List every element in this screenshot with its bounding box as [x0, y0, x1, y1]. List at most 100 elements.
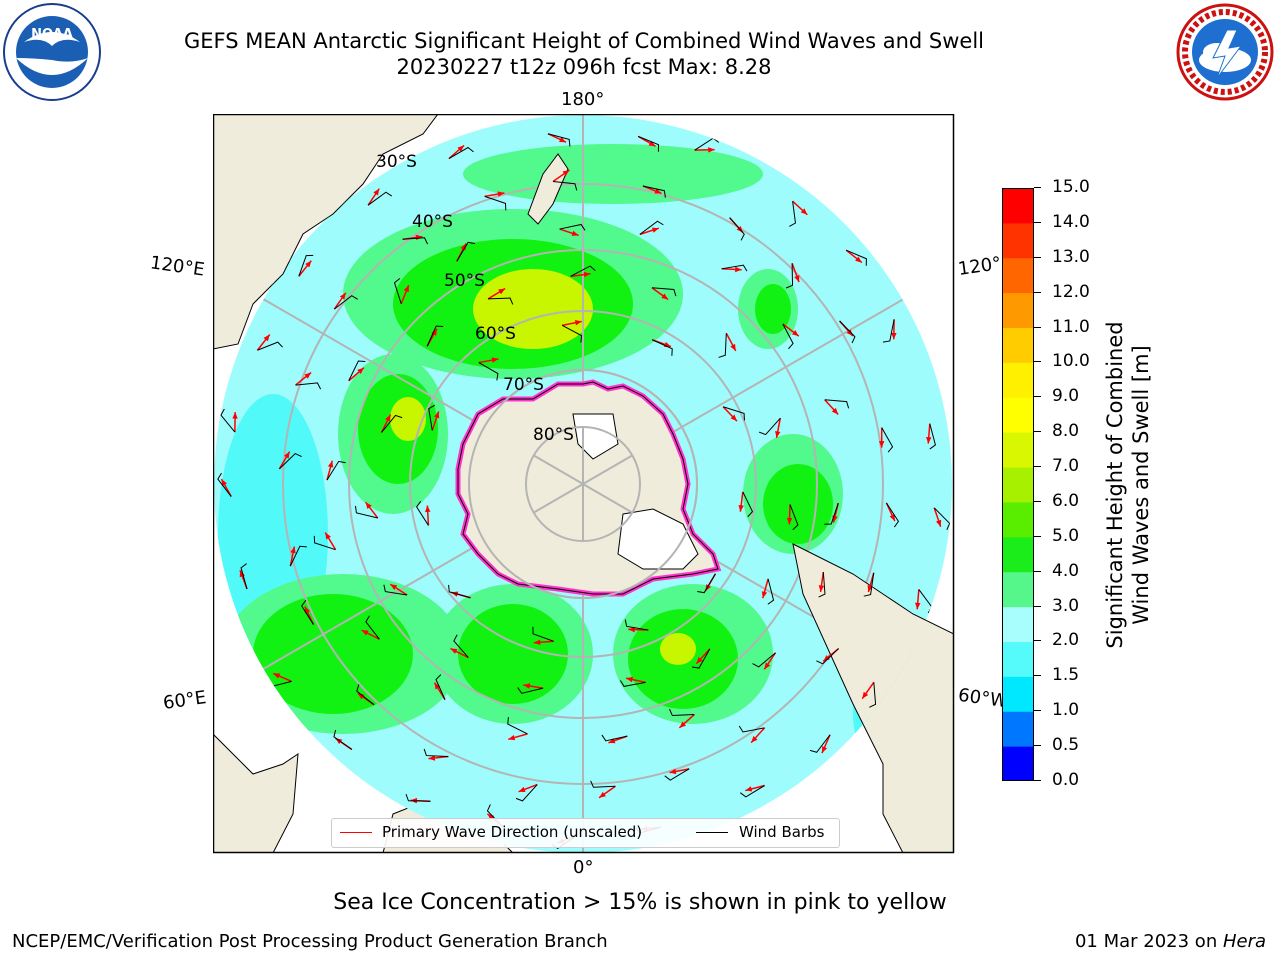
- wind-barb: [738, 725, 765, 733]
- wind-barb: [729, 217, 745, 241]
- colorbar: [1002, 188, 1034, 781]
- wind-barb: [257, 341, 283, 351]
- wave-direction-arrowhead: [583, 271, 591, 278]
- wind-barb: [484, 195, 507, 211]
- noaa-logo: NOAA: [3, 3, 101, 101]
- wind-barb: [692, 648, 711, 669]
- colorbar-segment: [1002, 222, 1034, 259]
- wind-barb: [313, 535, 336, 551]
- lon-label-120e: 120°E: [148, 252, 206, 281]
- colorbar-segment: [1002, 467, 1034, 503]
- wind-barb: [354, 505, 378, 519]
- footer-date-text: 01 Mar 2023 on: [1074, 931, 1223, 952]
- wave-direction-arrowhead: [403, 285, 409, 293]
- wave-direction-arrowhead: [891, 332, 897, 340]
- wave-direction-arrowhead: [339, 292, 346, 300]
- wave-direction-arrowhead: [373, 188, 380, 196]
- wave-direction-arrowhead: [648, 140, 656, 147]
- colorbar-tick-mark: [1034, 710, 1041, 712]
- wave-direction-arrowhead: [730, 343, 736, 351]
- wave-direction-arrowhead: [730, 414, 737, 422]
- wind-barb: [933, 507, 951, 531]
- wave-direction-arrowhead: [335, 738, 343, 745]
- wind-barb: [845, 249, 867, 266]
- wind-barb: [739, 785, 765, 798]
- colorbar-tick-mark: [1034, 291, 1041, 293]
- colorbar-tick-label: 13.0: [1052, 246, 1090, 267]
- lon-label-60e: 60°E: [161, 687, 208, 714]
- colorbar-tick-mark: [1034, 570, 1041, 572]
- wind-barb: [869, 682, 877, 708]
- wave-direction-arrowhead: [221, 479, 227, 487]
- wave-direction-arrowhead: [889, 514, 895, 522]
- wave-direction-arrowhead: [305, 260, 312, 268]
- wind-barb: [365, 615, 380, 640]
- colorbar-tick-label: 12.0: [1052, 281, 1090, 302]
- wave-direction-arrowhead: [450, 648, 458, 654]
- wind-barb: [383, 584, 408, 596]
- nws-logo: [1176, 3, 1274, 101]
- colorbar-tick-mark: [1034, 326, 1041, 328]
- wind-barb: [507, 717, 528, 735]
- colorbar-segment: [1002, 746, 1034, 781]
- polar-map: [213, 114, 955, 854]
- wind-barb: [381, 414, 403, 433]
- colorbar-tick-mark: [1034, 466, 1041, 468]
- colorbar-tick-mark: [1034, 500, 1041, 502]
- wind-barb: [217, 472, 232, 497]
- colorbar-segment: [1002, 641, 1034, 677]
- wind-barb: [426, 325, 444, 347]
- colorbar-segment: [1002, 362, 1034, 398]
- wind-barb: [789, 504, 799, 531]
- wave-direction-arrowhead: [571, 230, 579, 236]
- wave-direction-arrowhead: [457, 145, 465, 152]
- wind-barb: [722, 406, 745, 421]
- colorbar-segment: [1002, 432, 1034, 468]
- footer-date: 01 Mar 2023 on Hera: [1075, 931, 1266, 952]
- wind-barb: [547, 133, 571, 147]
- wind-barb: [448, 584, 471, 599]
- wave-direction-arrowhead: [415, 234, 423, 241]
- wave-direction-arrowhead: [696, 657, 703, 664]
- colorbar-tick-mark: [1034, 675, 1041, 677]
- wave-direction-arrowhead: [434, 411, 440, 419]
- wave-direction-arrowhead: [651, 227, 659, 233]
- wind-barb: [295, 382, 322, 390]
- wind-barb: [402, 237, 428, 245]
- colorbar-tick-mark: [1034, 431, 1041, 433]
- wind-barb: [423, 748, 449, 758]
- chart-title-line2: 20230227 t12z 096h fcst Max: 8.28: [396, 55, 772, 79]
- wind-barb: [333, 729, 353, 750]
- wave-direction-arrowhead: [800, 208, 808, 215]
- colorbar-tick-label: 15.0: [1052, 177, 1090, 197]
- wind-barb: [561, 324, 583, 343]
- colorbar-tick-label: 0.0: [1052, 770, 1080, 790]
- wind-barb: [289, 545, 307, 567]
- colorbar-frame: [1002, 188, 1034, 781]
- wind-barb: [552, 180, 578, 191]
- wind-barb: [240, 563, 248, 590]
- wave-direction-arrowhead: [424, 505, 431, 513]
- wave-direction-arrowhead: [523, 683, 531, 689]
- wave-direction-arrowhead: [304, 372, 312, 379]
- wind-barb-swatch: [696, 832, 728, 833]
- wind-barb: [453, 634, 469, 658]
- wind-barb: [718, 333, 727, 358]
- wind-barb: [752, 652, 776, 668]
- wind-barb: [758, 417, 781, 436]
- colorbar-tick-label: 3.0: [1052, 595, 1080, 616]
- wave-direction-arrowhead: [304, 606, 311, 614]
- wave-direction-arrowhead: [626, 676, 633, 683]
- footer-branch: NCEP/EMC/Verification Post Processing Pr…: [12, 931, 608, 952]
- wave-direction-arrowhead: [357, 367, 364, 374]
- colorbar-tick-mark: [1034, 780, 1041, 781]
- wind-barb: [789, 201, 797, 227]
- legend-barb-label: Wind Barbs: [739, 823, 825, 841]
- wave-direction-arrowhead: [574, 320, 582, 326]
- wave-direction-arrowhead: [936, 519, 942, 527]
- colorbar-tick-label: 1.5: [1052, 665, 1080, 686]
- wind-barb: [405, 793, 431, 802]
- wave-direction-arrowhead: [290, 546, 296, 554]
- wind-barb: [767, 578, 775, 605]
- wave-direction-arrowhead: [273, 673, 281, 679]
